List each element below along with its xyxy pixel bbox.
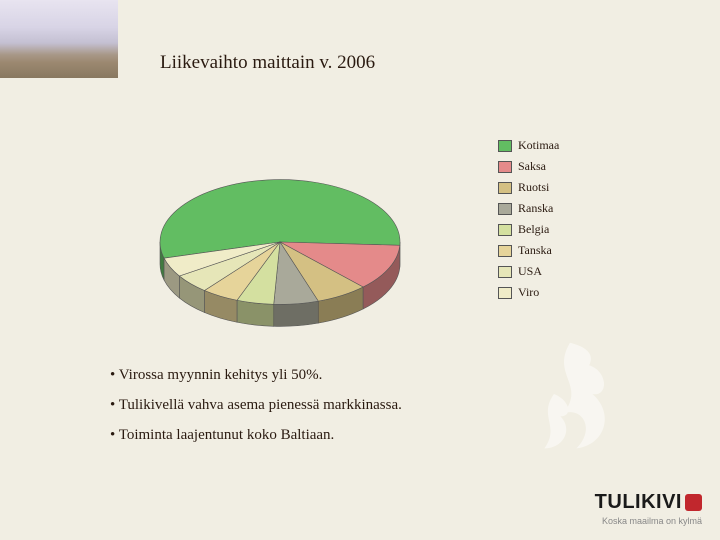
legend-label: Saksa	[518, 159, 546, 174]
legend-swatch	[498, 161, 512, 173]
legend-swatch	[498, 266, 512, 278]
legend-item: Kotimaa	[498, 138, 559, 153]
brand-logo: TULIKIVI	[595, 491, 702, 514]
bullet-list: Virossa myynnin kehitys yli 50%.Tulikive…	[110, 360, 402, 450]
legend-item: Ruotsi	[498, 180, 559, 195]
legend-swatch	[498, 140, 512, 152]
legend-label: Viro	[518, 285, 539, 300]
brand-text: TULIKIVI	[595, 491, 682, 514]
page-title: Liikevaihto maittain v. 2006	[160, 52, 375, 74]
legend-label: USA	[518, 264, 542, 279]
legend-label: Tanska	[518, 243, 552, 258]
legend-label: Belgia	[518, 222, 549, 237]
bullet-item: Virossa myynnin kehitys yli 50%.	[110, 360, 402, 390]
legend-swatch	[498, 203, 512, 215]
legend-item: Viro	[498, 285, 559, 300]
pie-chart	[130, 150, 430, 350]
flame-graphic	[490, 330, 650, 490]
legend-item: Tanska	[498, 243, 559, 258]
legend-item: Ranska	[498, 201, 559, 216]
legend-label: Kotimaa	[518, 138, 559, 153]
footer: TULIKIVI Koska maailma on kylmä	[595, 491, 702, 526]
bullet-item: Tulikivellä vahva asema pienessä markkin…	[110, 390, 402, 420]
legend-item: Belgia	[498, 222, 559, 237]
legend-item: Saksa	[498, 159, 559, 174]
brand-mark-icon	[685, 494, 702, 511]
legend-swatch	[498, 182, 512, 194]
legend-swatch	[498, 287, 512, 299]
legend-swatch	[498, 245, 512, 257]
chart-legend: Kotimaa Saksa Ruotsi Ranska Belgia Tanska USA V…	[498, 138, 559, 306]
legend-label: Ranska	[518, 201, 553, 216]
brand-tagline: Koska maailma on kylmä	[595, 516, 702, 526]
legend-item: USA	[498, 264, 559, 279]
legend-swatch	[498, 224, 512, 236]
legend-label: Ruotsi	[518, 180, 549, 195]
header-thumbnail	[0, 0, 118, 78]
bullet-item: Toiminta laajentunut koko Baltiaan.	[110, 420, 402, 450]
